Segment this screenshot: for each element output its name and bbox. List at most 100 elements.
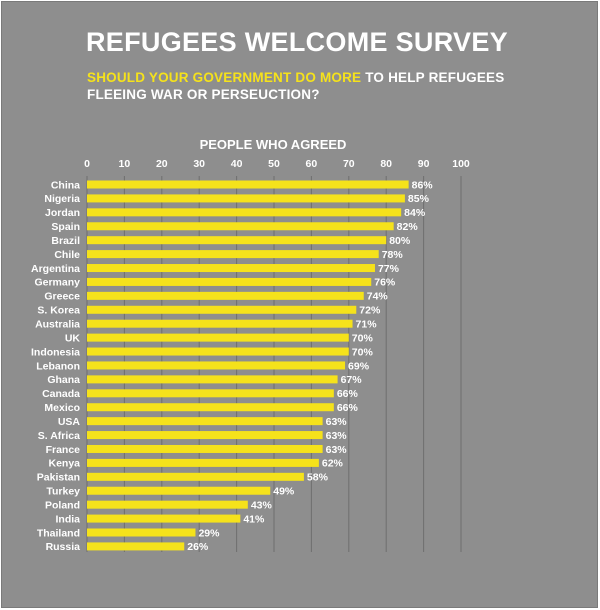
page-title: REFUGEES WELCOME SURVEY bbox=[86, 27, 508, 57]
tick-label-30: 30 bbox=[193, 158, 205, 170]
bar-poland bbox=[87, 500, 248, 509]
bar-thailand bbox=[87, 528, 196, 537]
bar-s-korea bbox=[87, 305, 357, 314]
bar-france bbox=[87, 444, 323, 453]
category-labels: China Nigeria Jordan Spain Brazil Chile Argent… bbox=[31, 179, 80, 553]
category-label: S. Africa bbox=[38, 430, 80, 442]
bar-spain bbox=[87, 222, 394, 231]
bar-jordan bbox=[87, 208, 402, 217]
value-label: 43% bbox=[251, 499, 273, 511]
category-label: China bbox=[51, 179, 80, 191]
tick-label-20: 20 bbox=[156, 158, 168, 170]
value-label: 49% bbox=[273, 486, 295, 498]
category-label: S. Korea bbox=[37, 305, 80, 317]
axis-title: PEOPLE WHO AGREED bbox=[200, 137, 347, 152]
category-label: Thailand bbox=[37, 527, 80, 539]
bar-indonesia bbox=[87, 347, 349, 356]
bar-s-africa bbox=[87, 431, 323, 440]
bar-canada bbox=[87, 389, 334, 398]
bar-russia bbox=[87, 542, 185, 551]
value-label: 66% bbox=[337, 402, 359, 414]
category-label: Indonesia bbox=[31, 346, 80, 358]
category-label: Germany bbox=[34, 277, 80, 289]
bar-china bbox=[87, 180, 409, 189]
value-label: 76% bbox=[374, 277, 396, 289]
value-label: 41% bbox=[243, 513, 265, 525]
tick-label-10: 10 bbox=[119, 158, 131, 170]
value-label: 71% bbox=[356, 319, 378, 331]
bar-kenya bbox=[87, 458, 319, 467]
value-label: 82% bbox=[397, 221, 419, 233]
tick-label-80: 80 bbox=[380, 158, 392, 170]
subtitle-line2: FLEEING WAR OR PERSEUCTION? bbox=[87, 87, 320, 102]
category-label: Lebanon bbox=[36, 360, 80, 372]
category-label: Jordan bbox=[45, 207, 80, 219]
value-label: 63% bbox=[326, 416, 348, 428]
value-label: 70% bbox=[352, 332, 374, 344]
bar-pakistan bbox=[87, 472, 304, 481]
category-label: USA bbox=[58, 416, 81, 428]
subtitle-highlight: SHOULD YOUR GOVERNMENT DO MORE bbox=[87, 70, 362, 85]
bar-turkey bbox=[87, 486, 271, 495]
tick-label-90: 90 bbox=[418, 158, 430, 170]
category-label: Australia bbox=[35, 319, 80, 331]
category-label: Spain bbox=[51, 221, 80, 233]
value-label: 72% bbox=[359, 305, 381, 317]
tick-label-50: 50 bbox=[268, 158, 280, 170]
tick-label-60: 60 bbox=[306, 158, 318, 170]
value-label: 63% bbox=[326, 444, 348, 456]
bar-brazil bbox=[87, 236, 387, 245]
category-label: Turkey bbox=[46, 486, 80, 498]
value-label: 58% bbox=[307, 472, 329, 484]
tick-label-100: 100 bbox=[452, 158, 470, 170]
bar-ghana bbox=[87, 375, 338, 384]
value-label: 69% bbox=[348, 360, 370, 372]
bars bbox=[87, 180, 409, 551]
subtitle-rest: TO HELP REFUGEES bbox=[361, 70, 505, 85]
category-label: Greece bbox=[44, 291, 80, 303]
value-label: 66% bbox=[337, 388, 359, 400]
category-label: Chile bbox=[54, 249, 80, 261]
category-label: Nigeria bbox=[44, 193, 80, 205]
tick-label-0: 0 bbox=[84, 158, 90, 170]
value-label: 85% bbox=[408, 193, 430, 205]
value-label: 62% bbox=[322, 458, 344, 470]
bar-australia bbox=[87, 319, 353, 328]
survey-question: SHOULD YOUR GOVERNMENT DO MORE TO HELP R… bbox=[87, 69, 504, 103]
value-label: 63% bbox=[326, 430, 348, 442]
category-label: India bbox=[55, 513, 80, 525]
bar-india bbox=[87, 514, 241, 523]
bar-greece bbox=[87, 291, 364, 300]
category-label: Kenya bbox=[48, 458, 80, 470]
category-label: Argentina bbox=[31, 263, 80, 275]
bar-uk bbox=[87, 333, 349, 342]
category-label: UK bbox=[65, 332, 81, 344]
bar-chile bbox=[87, 250, 379, 259]
value-label: 80% bbox=[389, 235, 411, 247]
value-label: 86% bbox=[412, 179, 434, 191]
x-axis-ticks: 0 10 20 30 40 50 60 70 80 90 100 bbox=[84, 158, 470, 170]
value-label: 67% bbox=[341, 374, 363, 386]
category-label: Mexico bbox=[44, 402, 80, 414]
value-label: 84% bbox=[404, 207, 426, 219]
bar-usa bbox=[87, 417, 323, 426]
bar-mexico bbox=[87, 403, 334, 412]
value-label: 70% bbox=[352, 346, 374, 358]
value-label: 77% bbox=[378, 263, 400, 275]
bar-argentina bbox=[87, 264, 375, 273]
tick-label-70: 70 bbox=[343, 158, 355, 170]
tick-label-40: 40 bbox=[231, 158, 243, 170]
category-label: Brazil bbox=[51, 235, 80, 247]
value-label: 29% bbox=[198, 527, 220, 539]
category-label: Pakistan bbox=[37, 472, 80, 484]
bar-lebanon bbox=[87, 361, 346, 370]
category-label: France bbox=[46, 444, 81, 456]
category-label: Canada bbox=[42, 388, 80, 400]
category-label: Russia bbox=[46, 541, 81, 553]
bar-nigeria bbox=[87, 194, 405, 203]
value-label: 26% bbox=[187, 541, 209, 553]
value-label: 74% bbox=[367, 291, 389, 303]
category-label: Ghana bbox=[47, 374, 80, 386]
bar-germany bbox=[87, 277, 372, 286]
